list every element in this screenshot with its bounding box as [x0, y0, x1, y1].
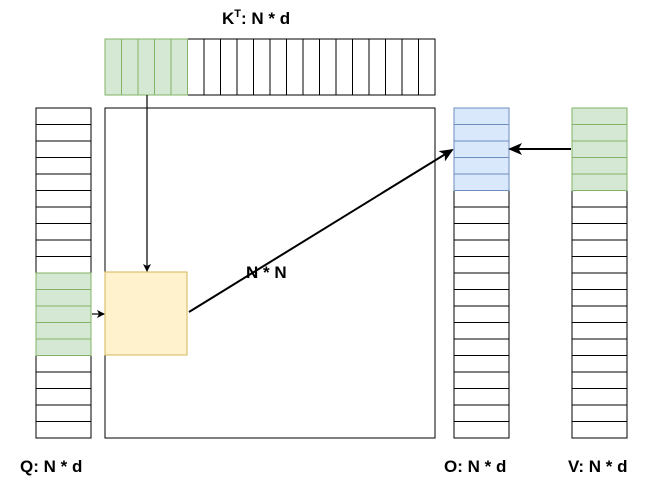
kt-matrix: [104, 38, 436, 96]
q-highlight-border: [35, 272, 92, 356]
v-highlight-border: [571, 107, 628, 191]
block-to-o-arrow: [188, 148, 454, 313]
kt-highlight-border: [104, 38, 188, 96]
q-label: Q: N * d: [20, 457, 82, 476]
q-highlight: [36, 273, 91, 356]
o-matrix: [453, 107, 510, 439]
o-highlight: [454, 108, 509, 191]
q-matrix: [35, 107, 92, 439]
kt-label: KT: N * d: [222, 8, 290, 28]
attention-block: [104, 271, 188, 356]
v-highlight: [572, 108, 627, 191]
matrix-label: N * N: [246, 263, 287, 282]
kt-highlight: [105, 39, 188, 95]
v-matrix: [571, 107, 628, 439]
o-label: O: N * d: [444, 457, 506, 476]
v-label: V: N * d: [568, 457, 628, 476]
